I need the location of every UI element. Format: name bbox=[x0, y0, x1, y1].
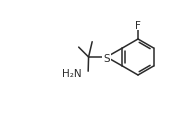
Text: H₂N: H₂N bbox=[62, 69, 81, 79]
Text: F: F bbox=[135, 20, 141, 30]
Text: S: S bbox=[104, 53, 110, 63]
Text: N: N bbox=[102, 52, 110, 62]
